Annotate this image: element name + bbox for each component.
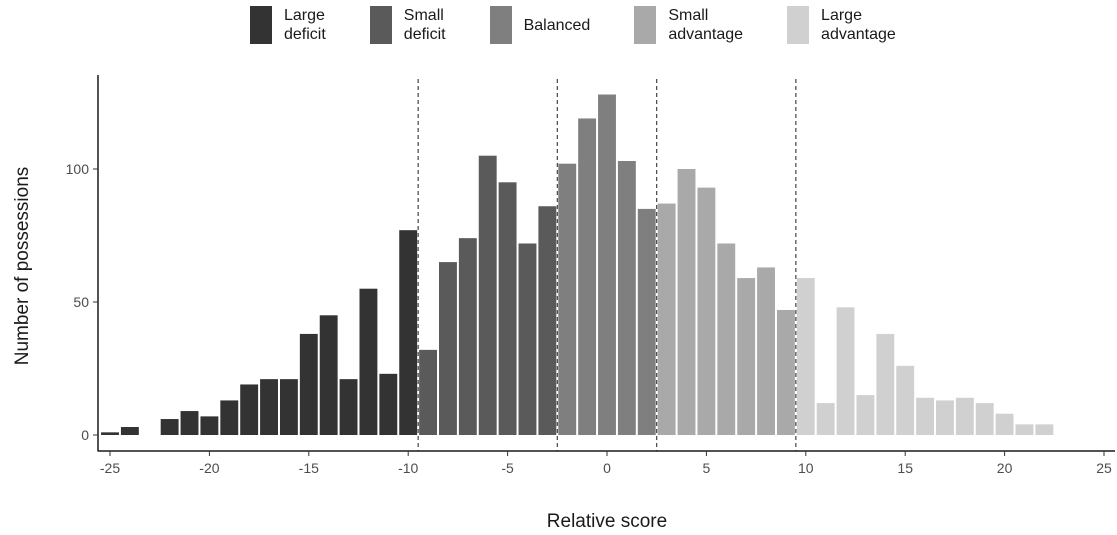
legend-item-balanced: Balanced <box>489 6 591 44</box>
bar-x5 <box>697 187 716 435</box>
bar-x12 <box>836 307 855 435</box>
bar-x-21 <box>180 411 199 435</box>
bar-x-4 <box>518 243 537 435</box>
bar-x11 <box>816 403 835 435</box>
bar-x-22 <box>160 419 179 435</box>
legend-swatch-small-deficit <box>369 6 392 44</box>
bar-x9 <box>776 309 795 435</box>
x-tick-label: 0 <box>603 460 611 476</box>
legend-label-large-advantage: Large advantage <box>821 7 896 43</box>
bar-x21 <box>1015 424 1034 435</box>
bar-x22 <box>1035 424 1054 435</box>
bar-x15 <box>896 365 915 435</box>
x-tick-label: 10 <box>798 460 814 476</box>
x-tick-label: -15 <box>299 460 319 476</box>
bar-x17 <box>936 400 954 435</box>
legend-item-small-advantage: Small advantage <box>634 6 743 44</box>
bar-x-13 <box>339 379 358 435</box>
x-tick-label: -10 <box>398 460 418 476</box>
bar-x-16 <box>279 379 298 435</box>
x-axis-title: Relative score <box>547 511 667 532</box>
bar-x-25 <box>101 432 119 435</box>
bar-x20 <box>995 413 1014 435</box>
legend-swatch-balanced <box>489 6 512 44</box>
bar-x-10 <box>399 230 418 435</box>
y-axis-title: Number of possessions <box>12 167 33 366</box>
threshold-lines <box>417 79 797 451</box>
bar-x-1 <box>578 118 597 436</box>
bar-x-11 <box>379 373 398 435</box>
legend-label-balanced: Balanced <box>523 16 591 34</box>
x-tick-label: -5 <box>501 460 514 476</box>
bar-x13 <box>856 395 875 435</box>
bar-x-18 <box>240 384 259 435</box>
bar-x-19 <box>220 400 239 435</box>
bar-x-12 <box>359 288 378 435</box>
bar-x16 <box>916 397 935 435</box>
legend-item-large-advantage: Large advantage <box>787 6 896 44</box>
legend-item-large-deficit: Large deficit <box>250 6 326 44</box>
x-tick-label: -20 <box>199 460 219 476</box>
x-tick-label: 5 <box>703 460 711 476</box>
bar-x-20 <box>200 416 219 435</box>
bar-x19 <box>975 403 994 435</box>
bar-x-24 <box>120 427 139 435</box>
legend-swatch-large-advantage <box>787 6 810 44</box>
x-tick-label: -25 <box>100 460 120 476</box>
bar-x14 <box>876 333 895 435</box>
bar-x-2 <box>558 163 577 435</box>
bar-x-3 <box>538 206 557 435</box>
bar-x18 <box>955 397 974 435</box>
bar-x-9 <box>419 349 438 435</box>
bar-x6 <box>717 243 736 435</box>
bar-x-15 <box>299 333 318 435</box>
x-tick-label: 15 <box>897 460 913 476</box>
bar-x0 <box>598 94 616 436</box>
bar-x-8 <box>439 262 457 435</box>
axes-group: 0 50 100 -25 -20 -15 -10 -5 0 5 10 15 20 25 <box>66 75 1115 476</box>
bar-x-14 <box>319 315 338 435</box>
chart-legend: Large deficit Small deficit Balanced Sma… <box>250 6 940 44</box>
bar-x-17 <box>260 379 278 435</box>
legend-swatch-small-advantage <box>634 6 657 44</box>
x-tick-label: 25 <box>1096 460 1112 476</box>
bar-x2 <box>637 208 656 435</box>
legend-label-small-deficit: Small deficit <box>403 7 446 43</box>
bar-x7 <box>737 278 756 435</box>
bar-x3 <box>657 203 676 435</box>
legend-item-small-deficit: Small deficit <box>369 6 446 44</box>
legend-swatch-large-deficit <box>250 6 272 44</box>
legend-label-small-advantage: Small advantage <box>668 7 744 43</box>
bar-x8 <box>757 267 775 435</box>
bars-group <box>101 94 1054 436</box>
y-tick-label: 50 <box>73 294 89 310</box>
bar-x-6 <box>478 155 497 435</box>
bar-x4 <box>677 169 696 435</box>
legend-label-large-deficit: Large deficit <box>284 7 326 43</box>
bar-x1 <box>617 161 636 435</box>
bar-x10 <box>796 278 815 435</box>
x-tick-label: 20 <box>997 460 1013 476</box>
y-tick-label: 0 <box>81 427 89 443</box>
bar-x-5 <box>498 182 517 435</box>
bar-x-7 <box>458 238 477 435</box>
y-tick-label: 100 <box>66 161 90 177</box>
